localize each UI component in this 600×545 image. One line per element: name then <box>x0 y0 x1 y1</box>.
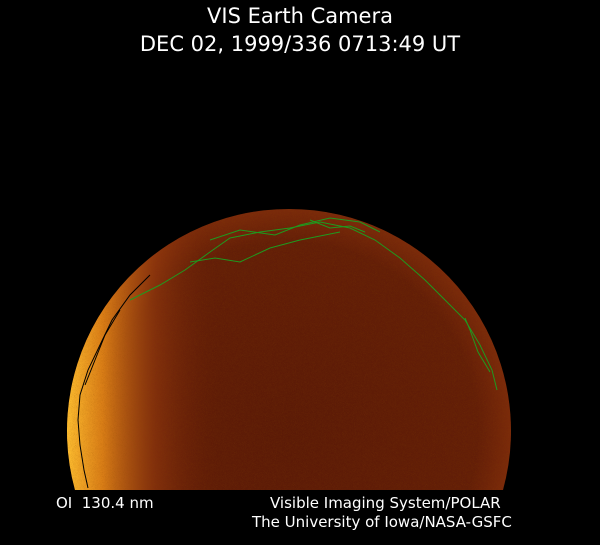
instrument-credit: Visible Imaging System/POLAR <box>270 494 501 512</box>
disk-noise-texture <box>67 208 511 490</box>
image-timestamp: DEC 02, 1999/336 0713:49 UT <box>139 32 461 56</box>
institution-credit: The University of Iowa/NASA-GSFC <box>252 513 512 531</box>
filter-wavelength-label: OI 130.4 nm <box>56 494 154 512</box>
coastline-overlay-dark <box>77 274 151 489</box>
coastline-overlay <box>129 217 498 391</box>
image-title: VIS Earth Camera <box>207 4 393 28</box>
